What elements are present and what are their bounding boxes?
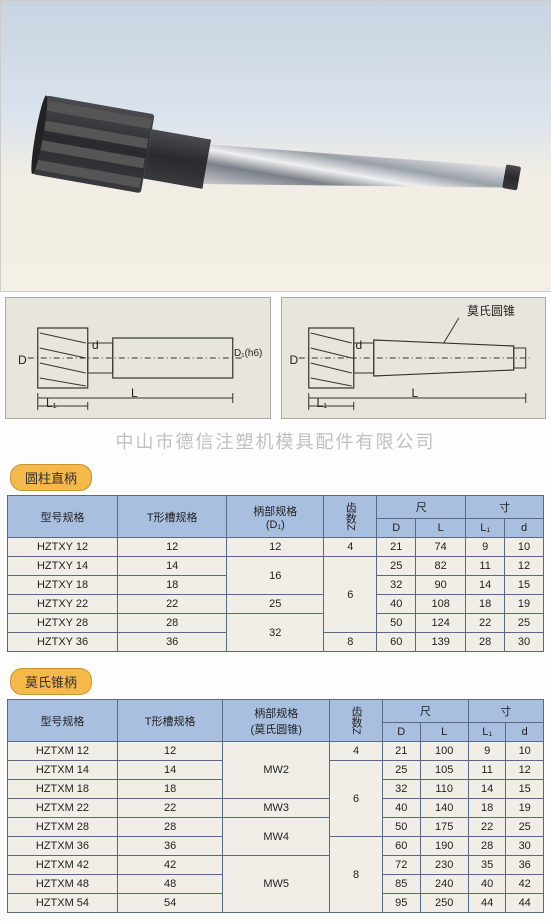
table-row: HZTXY 222225401081819 bbox=[8, 595, 544, 614]
label-D: D bbox=[18, 353, 27, 367]
table-row: HZTXM 4242MW5722303536 bbox=[8, 856, 544, 875]
label-d2: d bbox=[356, 338, 363, 352]
watermark-text: 中山市德信注塑机模具配件有限公司 bbox=[0, 424, 551, 458]
diagram-straight-shank: D d D₁(h6) L₁ L bbox=[5, 297, 271, 419]
diagram-row: D d D₁(h6) L₁ L 莫氏圆锥 D d L₁ L bbox=[0, 292, 551, 424]
th2-teeth: 齿数Z bbox=[330, 700, 383, 742]
th2-L: L bbox=[420, 723, 468, 742]
th-model: 型号规格 bbox=[8, 496, 118, 538]
th-cun: 寸 bbox=[466, 496, 544, 519]
table-straight-shank: 型号规格 T形槽规格 柄部规格 (D₁) 齿数Z 尺 寸 D L L₁ d HZ… bbox=[7, 495, 544, 652]
th-chi: 尺 bbox=[377, 496, 466, 519]
th2-D: D bbox=[383, 723, 421, 742]
th-tslot: T形槽规格 bbox=[118, 496, 227, 538]
label-Dh: D₁(h6) bbox=[234, 348, 262, 359]
label-L1: L₁ bbox=[46, 396, 57, 410]
table-row: HZTXM 1212MW2421100910 bbox=[8, 742, 544, 761]
th2-cun: 寸 bbox=[468, 700, 543, 723]
table1-title: 圆柱直柄 bbox=[10, 464, 92, 491]
th-d: d bbox=[505, 519, 544, 538]
th-shank: 柄部规格 (D₁) bbox=[227, 496, 324, 538]
table-row: HZTXY 141416625821112 bbox=[8, 557, 544, 576]
th-D: D bbox=[377, 519, 416, 538]
th2-d: d bbox=[506, 723, 544, 742]
th-L: L bbox=[416, 519, 466, 538]
cutter-illustration bbox=[21, 16, 531, 276]
label-L: L bbox=[131, 386, 138, 400]
table-row: HZTXY 282832501242225 bbox=[8, 614, 544, 633]
label-D2: D bbox=[290, 353, 299, 367]
th2-model: 型号规格 bbox=[8, 700, 118, 742]
th2-L1: L₁ bbox=[468, 723, 506, 742]
product-photo bbox=[0, 0, 551, 292]
label-d: d bbox=[92, 338, 99, 352]
table2-title: 莫氏锥柄 bbox=[10, 668, 92, 695]
table-row: HZTXM 2222MW3401401819 bbox=[8, 799, 544, 818]
diagram-morse-taper: 莫氏圆锥 D d L₁ L bbox=[281, 297, 547, 419]
table-row: HZTXM 2828MW4501752225 bbox=[8, 818, 544, 837]
label-L12: L₁ bbox=[317, 396, 328, 410]
th-L1: L₁ bbox=[466, 519, 505, 538]
th2-shank: 柄部规格 (莫氏圆锥) bbox=[223, 700, 330, 742]
th2-chi: 尺 bbox=[383, 700, 469, 723]
label-L2: L bbox=[412, 386, 419, 400]
th-teeth: 齿数Z bbox=[324, 496, 377, 538]
table-morse-taper: 型号规格 T形槽规格 柄部规格 (莫氏圆锥) 齿数Z 尺 寸 D L L₁ d … bbox=[7, 699, 544, 913]
label-morse: 莫氏圆锥 bbox=[467, 302, 515, 319]
table-row: HZTXY 12121242174910 bbox=[8, 538, 544, 557]
th2-tslot: T形槽规格 bbox=[117, 700, 223, 742]
